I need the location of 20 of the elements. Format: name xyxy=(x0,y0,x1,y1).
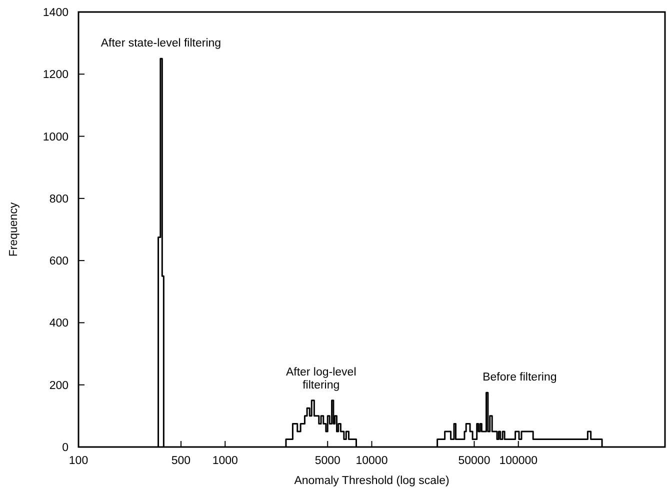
x-tick-label: 50000 xyxy=(458,455,490,467)
y-axis-title: Frequency xyxy=(8,202,20,257)
annotation: Before filtering xyxy=(482,372,557,384)
y-tick-label: 600 xyxy=(49,256,68,268)
y-tick-label: 800 xyxy=(49,193,68,206)
x-tick-label: 100 xyxy=(68,455,88,467)
y-tick-label: 1400 xyxy=(42,7,68,19)
y-tick-label: 0 xyxy=(62,442,68,454)
y-tick-label: 1200 xyxy=(42,69,68,82)
y-tick-label: 1000 xyxy=(42,131,68,144)
x-axis-title: Anomaly Threshold (log scale) xyxy=(294,475,450,487)
y-tick-label: 200 xyxy=(49,380,68,392)
x-tick-label: 10000 xyxy=(356,455,388,467)
annotation: After state-level filtering xyxy=(100,38,222,50)
annotation: After log-level filtering xyxy=(286,366,356,392)
x-tick-label: 5000 xyxy=(314,455,340,467)
y-tick-label: 400 xyxy=(49,318,68,330)
x-tick-label: 1000 xyxy=(212,455,238,467)
x-tick-label: 500 xyxy=(171,455,191,467)
x-tick-label: 100000 xyxy=(499,455,538,467)
